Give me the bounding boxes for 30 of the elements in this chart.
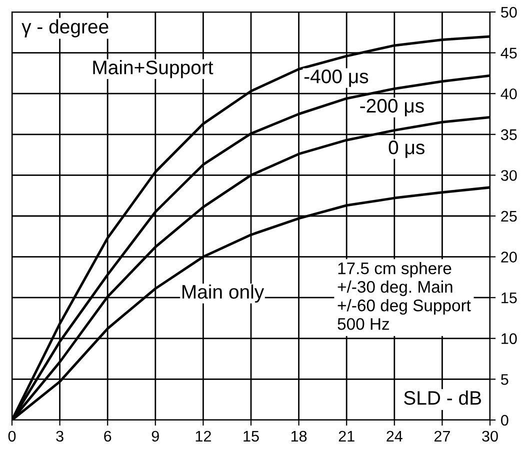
x-tick-label: 9 [152, 430, 159, 442]
x-tick-label: 15 [244, 430, 259, 442]
y-tick-label: 10 [502, 333, 517, 344]
annotation: 17.5 cm sphere +/-30 deg. Main +/-60 deg Support 500 Hz [338, 262, 471, 330]
y-tick-label: 45 [500, 48, 517, 58]
y-tick-label: 50 [501, 6, 517, 18]
series-label: -400 μs [304, 70, 368, 87]
x-tick-label: 12 [196, 430, 211, 442]
x-tick-label: 18 [291, 430, 307, 442]
x-tick-label: 21 [338, 430, 354, 442]
y-tick-label: 25 [501, 210, 517, 222]
series-label: 0 μs [388, 140, 424, 158]
annotation: Main+Support [93, 60, 214, 78]
y-tick-label: 20 [501, 252, 517, 262]
series-label: Main only [182, 284, 264, 303]
y-tick-label: 15 [502, 292, 517, 304]
x-tick-label: 3 [56, 430, 64, 442]
y-tick-label: 5 [501, 374, 508, 385]
y-tick-label: 35 [501, 129, 517, 140]
x-tick-label: 24 [386, 430, 402, 442]
y-tick-label: 0 [501, 414, 508, 426]
series-label: -200 μs [360, 98, 424, 116]
x-tick-label: 6 [104, 430, 112, 442]
y-tick-label: 40 [500, 88, 517, 100]
x-tick-label: 30 [482, 430, 498, 442]
y-axis-title: γ - degree [22, 19, 108, 38]
x-tick-label: 0 [8, 430, 16, 442]
y-tick-label: 30 [501, 170, 517, 181]
x-tick-label: 27 [434, 430, 450, 442]
x-axis-title: SLD - dB [404, 390, 482, 405]
